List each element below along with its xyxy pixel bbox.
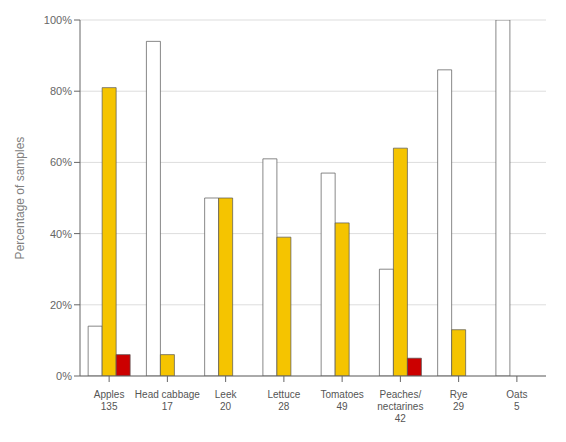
svg-text:Head cabbage17: Head cabbage17 [135,389,200,412]
svg-text:Tomatoes49: Tomatoes49 [320,389,363,412]
svg-text:Peaches/nectarines42: Peaches/nectarines42 [377,389,423,424]
svg-text:100%: 100% [44,14,72,26]
svg-text:Lettuce28: Lettuce28 [267,389,300,412]
svg-text:Leek20: Leek20 [215,389,238,412]
svg-text:Rye29: Rye29 [450,389,468,412]
svg-text:Oats5: Oats5 [506,389,527,412]
svg-text:20%: 20% [50,299,72,311]
svg-text:0%: 0% [56,370,72,382]
svg-text:80%: 80% [50,85,72,97]
svg-text:40%: 40% [50,228,72,240]
svg-text:Percentage of samples: Percentage of samples [13,137,27,260]
svg-text:60%: 60% [50,156,72,168]
svg-text:Apples135: Apples135 [94,389,125,412]
